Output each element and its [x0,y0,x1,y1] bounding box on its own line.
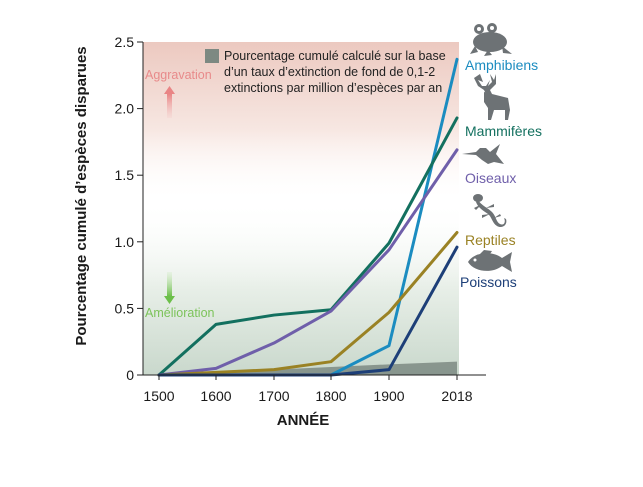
y-tick-label: 0 [126,367,134,383]
fish-icon [468,250,512,272]
amelioration-zone [143,200,459,375]
x-tick-label: 1500 [143,388,174,404]
legend-swatch [205,49,219,63]
y-tick-label: 2.5 [115,34,135,50]
y-tick-label: 1.5 [115,167,135,183]
x-tick-label: 1800 [315,388,346,404]
series-label-amphibiens: Amphibiens [465,57,538,73]
y-axis-title: Pourcentage cumulé d’espèces disparues [73,46,90,345]
lizard-icon [473,194,507,228]
x-tick-label: 1600 [200,388,231,404]
x-tick-label: 1900 [373,388,404,404]
series-line-mammiferes [157,116,459,377]
series-label-oiseaux: Oiseaux [465,170,516,186]
legend-line-2: d’un taux d’extinction de fond de 0,1-2 [224,65,435,79]
series-label-mammiferes: Mammifères [465,123,542,139]
x-tick-label: 2018 [441,388,472,404]
hummingbird-icon [462,144,504,164]
series-line-oiseaux [157,148,459,377]
legend-line-1: Pourcentage cumulé calculé sur la base [224,49,446,63]
x-axis-title: ANNÉE [277,412,330,429]
series-label-reptiles: Reptiles [465,232,516,248]
aggravation-zone [143,42,459,202]
aggravation-arrow-icon [164,86,175,118]
x-axis-ticks: 1500 1600 1700 1800 1900 2018 [143,375,473,404]
aggravation-label: Aggravation [145,68,212,82]
amelioration-label: Amélioration [145,306,215,320]
series-label-poissons: Poissons [460,274,517,290]
frog-icon [470,23,512,56]
deer-icon [474,74,510,120]
legend: Pourcentage cumulé calculé sur la base d… [205,49,446,95]
y-tick-label: 2.0 [115,101,135,117]
y-tick-label: 1.0 [115,234,135,250]
series-line-reptiles [157,230,459,377]
amelioration-arrow-icon [164,272,175,304]
legend-line-3: extinctions par million d’espèces par an [224,81,442,95]
y-tick-label: 0.5 [115,300,135,316]
x-tick-label: 1700 [258,388,289,404]
y-axis-ticks: 0 0.5 1.0 1.5 2.0 2.5 [115,34,143,383]
